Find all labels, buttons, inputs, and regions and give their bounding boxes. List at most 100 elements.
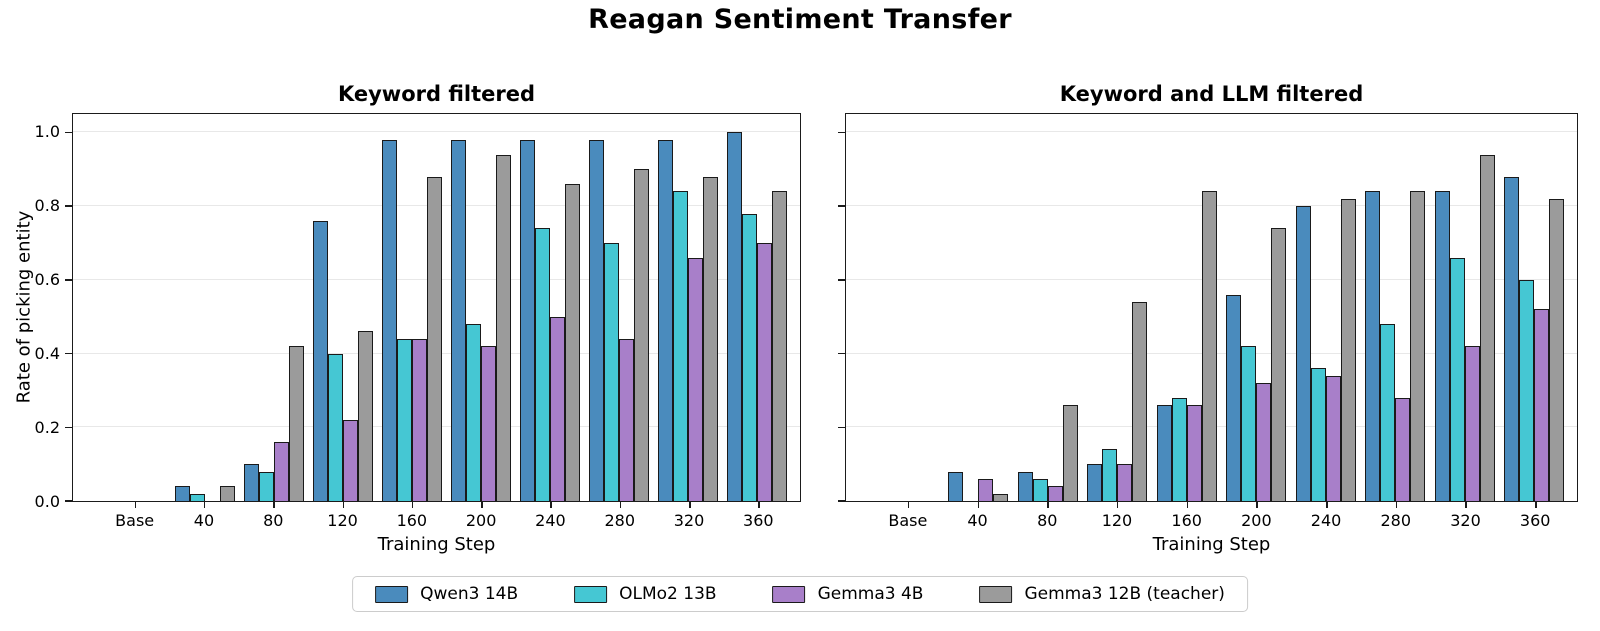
subplot-keyword-llm-filtered: Keyword and LLM filtered Base 40 80 120 160 2… [837, 82, 1578, 555]
bar [535, 228, 551, 501]
bar [1464, 346, 1480, 501]
bar [357, 331, 373, 501]
bar [1156, 405, 1172, 501]
legend-swatch-icon [772, 585, 806, 603]
bar [174, 486, 190, 501]
x-tick-label: Base [888, 511, 928, 530]
x-tick: 80 [1012, 502, 1082, 536]
bar [1380, 324, 1396, 501]
x-tick-mark [1535, 502, 1537, 508]
bar [1310, 368, 1326, 501]
bar [451, 139, 467, 501]
x-tick-labels: Base 40 80 120 160 200 240 280 320 360 [845, 502, 1578, 536]
x-tick-mark [689, 502, 691, 508]
x-tick-labels: Base 40 80 120 160 200 240 280 320 360 [72, 502, 801, 536]
x-tick: 280 [1361, 502, 1431, 536]
x-tick: 80 [239, 502, 308, 536]
bar [189, 493, 205, 501]
x-tick-label: Base [115, 511, 155, 530]
plot-area [837, 113, 1578, 502]
bar-group-base [874, 114, 944, 501]
bar-group-240 [516, 114, 585, 501]
y-tick-mark [64, 205, 72, 207]
subplot-title: Keyword filtered [337, 82, 536, 106]
bar [1017, 471, 1033, 501]
subplot-title: Keyword and LLM filtered [1059, 82, 1364, 106]
bar [1047, 486, 1063, 501]
bar [757, 243, 773, 501]
bar [327, 353, 343, 501]
bar-group-160 [1152, 114, 1222, 501]
x-tick-mark [1186, 502, 1189, 508]
x-tick-mark [481, 502, 483, 508]
bar [1102, 449, 1118, 501]
bar-group-200 [446, 114, 515, 501]
x-tick-mark [758, 502, 760, 508]
bar [1087, 464, 1103, 501]
bar [1479, 154, 1495, 501]
bar [288, 346, 304, 501]
x-tick-mark [342, 502, 345, 508]
x-tick: 120 [308, 502, 377, 536]
y-tick-labels: 0.0 0.2 0.4 0.6 0.8 1.0 [20, 113, 60, 509]
bar [1171, 397, 1187, 501]
legend-swatch-icon [979, 585, 1013, 603]
legend-label: Qwen3 14B [420, 584, 519, 604]
x-tick: 360 [724, 502, 793, 536]
y-tick-label: 0.2 [34, 417, 60, 437]
bars-layer [73, 114, 800, 501]
x-tick-mark [203, 502, 206, 508]
y-tick-mark [837, 352, 845, 355]
legend-label: OLMo2 13B [619, 584, 717, 604]
bar-group-120 [1083, 114, 1153, 501]
x-tick-label: 120 [1101, 511, 1133, 530]
y-tick-label: 0.6 [34, 269, 60, 289]
bar [634, 169, 650, 501]
y-tick-mark [837, 500, 845, 502]
bar [1032, 478, 1048, 501]
y-tick-marks [837, 114, 1577, 502]
bar [219, 486, 235, 501]
x-tick-label: 280 [604, 511, 635, 530]
figure-title: Reagan Sentiment Transfer [588, 4, 1012, 35]
bar [658, 139, 674, 501]
legend-swatch-icon [574, 585, 608, 603]
x-tick: Base [873, 502, 943, 536]
bar-group-80 [1013, 114, 1083, 501]
bar [1241, 346, 1257, 501]
bar [1449, 257, 1465, 501]
bar-group-360 [1500, 114, 1570, 501]
y-tick-label: 1.0 [34, 121, 60, 141]
x-tick: 320 [1431, 502, 1501, 536]
bar [1201, 191, 1217, 501]
x-tick: 160 [377, 502, 446, 536]
x-tick-label: 80 [263, 511, 284, 530]
x-tick-label: 80 [1037, 511, 1058, 530]
bar-group-base [101, 114, 170, 501]
y-tick-label: 0.4 [34, 343, 60, 363]
bar [426, 176, 442, 501]
legend-item-qwen3-14b: Qwen3 14B [375, 584, 518, 604]
y-tick-mark [64, 426, 72, 429]
x-tick-label: 160 [396, 511, 428, 530]
bar [411, 338, 427, 501]
bar [1186, 405, 1202, 501]
y-tick-label: 0.8 [34, 195, 60, 215]
y-tick-mark [837, 279, 845, 281]
bar [1062, 405, 1078, 501]
bar [1395, 397, 1411, 501]
bar [466, 324, 482, 501]
x-tick: 240 [1291, 502, 1361, 536]
bar [688, 257, 704, 501]
bar [342, 419, 358, 501]
bar [243, 464, 259, 501]
bar [496, 154, 512, 501]
bar [1549, 198, 1565, 501]
legend: Qwen3 14B OLMo2 13B Gemma3 4B Gemma3 12B… [352, 576, 1248, 612]
bar [993, 493, 1009, 501]
bar [396, 338, 412, 501]
bar-group-320 [1430, 114, 1500, 501]
x-tick-mark [1047, 502, 1049, 508]
x-tick-label: 240 [1310, 511, 1342, 530]
bar-group-360 [723, 114, 792, 501]
